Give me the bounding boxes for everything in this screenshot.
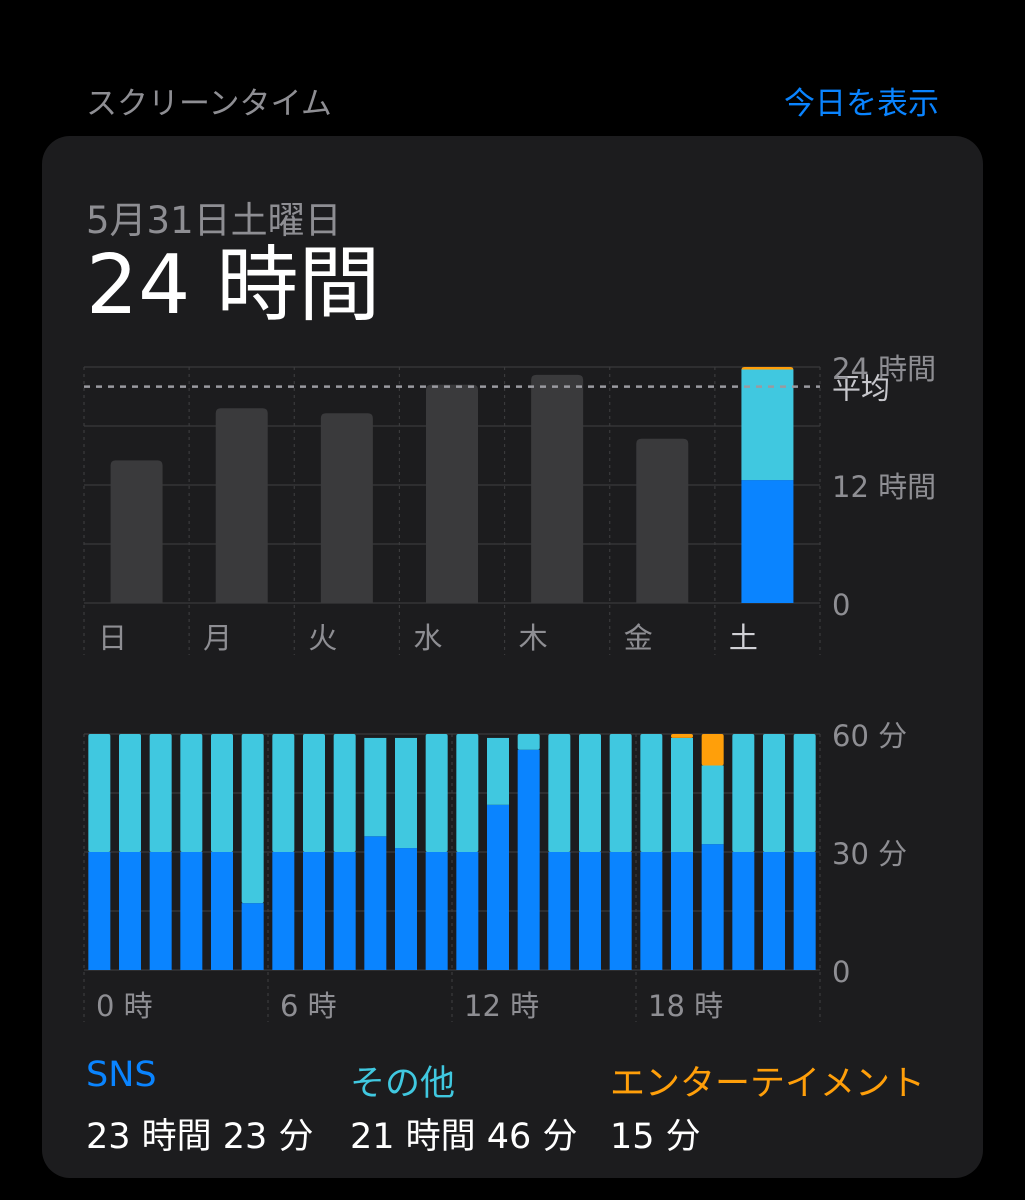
total-time: 24 時間 xyxy=(86,238,381,333)
day-bar xyxy=(531,374,584,603)
screen-time-card[interactable] xyxy=(42,136,983,1178)
hour-bar-sns xyxy=(241,903,264,970)
legend-sns-label: SNS xyxy=(86,1055,157,1095)
legend-sns-value: 23 時間 23 分 xyxy=(86,1117,314,1157)
hour-bar-other xyxy=(211,734,233,852)
legend-entertainment-value: 15 分 xyxy=(610,1117,701,1157)
day-bar xyxy=(426,384,478,603)
hour-bar-other xyxy=(149,734,172,852)
hour-bar-other xyxy=(88,734,111,852)
day-tick-label: 水 xyxy=(413,621,442,655)
bar-entertainment xyxy=(741,367,794,370)
day-tick-label: 木 xyxy=(519,621,548,655)
hour-bar-other xyxy=(364,737,387,837)
legend-entertainment-label: エンターテイメント xyxy=(610,1064,926,1104)
hour-bar-other xyxy=(333,734,356,852)
hour-bar-sns xyxy=(763,852,785,970)
hour-bar-other xyxy=(548,734,571,852)
day-tick-label: 火 xyxy=(308,621,337,655)
hour-tick-label: 18 時 xyxy=(648,989,723,1023)
hour-bar-sns xyxy=(609,852,632,970)
hour-bar-sns xyxy=(149,852,172,970)
hour-bar-other xyxy=(456,734,479,852)
y-tick-label: 0 xyxy=(832,588,850,622)
hour-bar-other xyxy=(272,734,295,852)
hour-bar-sns xyxy=(732,852,755,970)
hour-bar-sns xyxy=(579,852,601,970)
hour-bar-sns xyxy=(671,852,693,970)
section-title: スクリーンタイム xyxy=(86,86,332,122)
hour-bar-other xyxy=(119,734,141,852)
hour-bar-sns xyxy=(272,852,295,970)
hour-bar-sns xyxy=(425,852,448,970)
hour-bar-other xyxy=(395,737,417,849)
hour-bar-other xyxy=(701,765,724,845)
y-tick-label: 12 時間 xyxy=(832,470,936,504)
hour-bar-other xyxy=(763,734,785,852)
day-bar xyxy=(110,460,163,603)
y-tick-label: 0 xyxy=(832,955,850,989)
hour-bar-other xyxy=(517,734,540,750)
hour-bar-sns xyxy=(395,848,417,970)
hour-bar-entertainment xyxy=(671,734,693,738)
hour-bar-other xyxy=(609,734,632,852)
daily-usage-chart[interactable]: 日月火水木金土平均24 時間12 時間0 xyxy=(0,0,1025,680)
hour-bar-other xyxy=(303,734,325,852)
hour-tick-label: 6 時 xyxy=(280,989,337,1023)
hour-bar-other xyxy=(579,734,601,852)
day-tick-label: 土 xyxy=(729,621,758,655)
hour-bar-sns xyxy=(211,852,233,970)
hour-bar-sns xyxy=(517,749,540,970)
hour-bar-other xyxy=(241,734,264,904)
hour-bar-other xyxy=(487,737,509,805)
hour-bar-other xyxy=(180,734,203,852)
hour-bar-sns xyxy=(456,852,479,970)
y-tick-label: 24 時間 xyxy=(832,352,936,386)
hour-bar-sns xyxy=(88,852,111,970)
hour-bar-other xyxy=(732,734,755,852)
average-label: 平均 xyxy=(832,372,890,406)
day-tick-label: 月 xyxy=(203,621,232,655)
day-tick-label: 金 xyxy=(624,621,653,655)
day-bar xyxy=(636,438,689,603)
hour-bar-sns xyxy=(180,852,203,970)
hour-bar-entertainment xyxy=(701,734,724,766)
hour-bar-other xyxy=(793,734,816,852)
hour-tick-label: 0 時 xyxy=(96,989,153,1023)
day-bar xyxy=(215,408,268,603)
hour-bar-sns xyxy=(487,804,509,970)
hourly-usage-chart[interactable]: 0 時 6 時 12 時 18 時 60 分 30 分 0 xyxy=(0,0,1025,1040)
hour-bar-sns xyxy=(333,852,356,970)
hour-bar-other xyxy=(425,734,448,852)
bar-sns xyxy=(741,480,794,603)
hour-bar-sns xyxy=(793,852,816,970)
hour-bar-sns xyxy=(364,836,387,970)
hour-tick-label: 12 時 xyxy=(464,989,539,1023)
hour-bar-sns xyxy=(548,852,571,970)
date-label: 5月31日土曜日 xyxy=(86,199,342,242)
hour-bar-sns xyxy=(640,852,663,970)
y-tick-label: 60 分 xyxy=(832,719,907,753)
y-tick-label: 30 分 xyxy=(832,837,907,871)
hour-bar-sns xyxy=(119,852,141,970)
hour-bar-sns xyxy=(303,852,325,970)
hour-bar-other xyxy=(671,737,693,852)
day-bar xyxy=(320,413,373,603)
day-tick-label: 日 xyxy=(98,621,127,655)
hour-bar-sns xyxy=(701,844,724,970)
show-today-link[interactable]: 今日を表示 xyxy=(784,86,939,122)
hour-bar-other xyxy=(640,734,663,852)
legend-other-value: 21 時間 46 分 xyxy=(350,1117,578,1157)
legend-other-label: その他 xyxy=(350,1064,456,1104)
